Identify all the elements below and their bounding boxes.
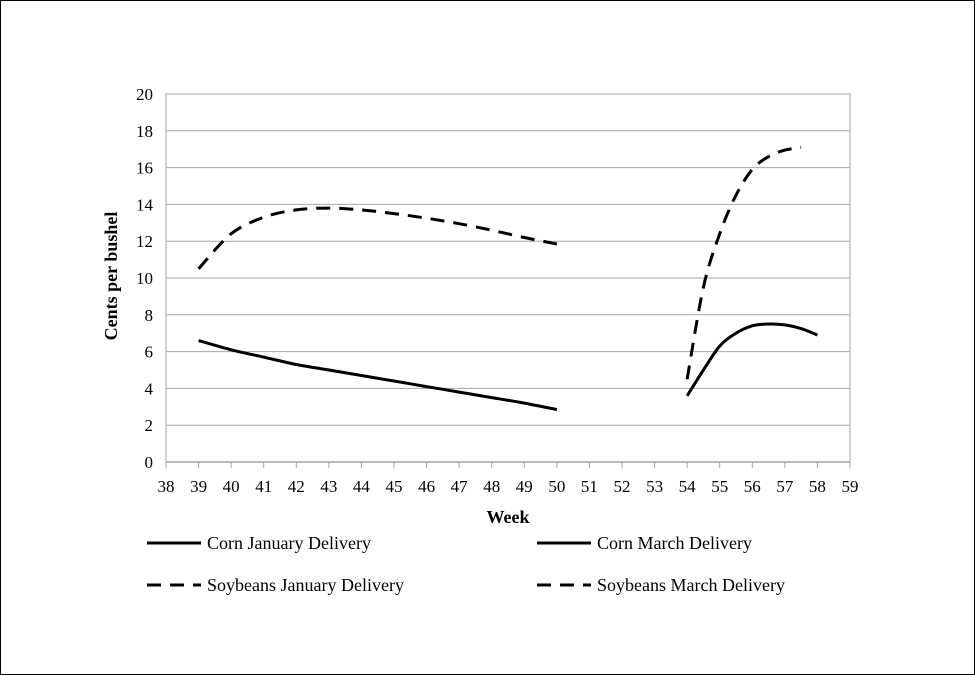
x-tick-label: 47: [451, 477, 469, 496]
x-tick-label: 42: [288, 477, 305, 496]
x-tick-label: 38: [158, 477, 175, 496]
x-tick-label: 41: [255, 477, 272, 496]
x-tick-label: 48: [483, 477, 500, 496]
legend-label: Corn March Delivery: [597, 533, 752, 553]
y-tick-label: 16: [136, 159, 153, 178]
legend-label: Soybeans January Delivery: [207, 575, 404, 595]
x-tick-label: 54: [679, 477, 697, 496]
legend-item: Corn January Delivery: [147, 533, 371, 553]
x-tick-label: 59: [842, 477, 859, 496]
legend-item: Corn March Delivery: [537, 533, 752, 553]
legend-item: Soybeans March Delivery: [537, 575, 785, 595]
x-tick-label: 55: [711, 477, 728, 496]
y-tick-label: 8: [145, 306, 154, 325]
x-tick-label: 50: [548, 477, 565, 496]
x-tick-label: 43: [320, 477, 337, 496]
y-tick-label: 6: [145, 343, 154, 362]
y-tick-label: 20: [136, 85, 153, 104]
x-tick-label: 49: [516, 477, 533, 496]
y-axis-title: Cents per bushel: [101, 212, 121, 341]
y-tick-label: 0: [145, 453, 154, 472]
axes: [165, 93, 851, 468]
series-line-corn-march-delivery: [685, 322, 818, 397]
x-tick-label: 45: [386, 477, 403, 496]
y-tick-label: 10: [136, 269, 153, 288]
x-tick-label: 40: [223, 477, 240, 496]
grid-lines: [166, 93, 850, 426]
series-line-soybeans-march-delivery: [685, 145, 802, 380]
x-tick-label: 58: [809, 477, 826, 496]
x-axis-title: Week: [487, 507, 530, 527]
series-lines: [197, 145, 818, 412]
x-tick-label: 53: [646, 477, 663, 496]
x-tick-label: 39: [190, 477, 207, 496]
x-tick-label: 51: [581, 477, 598, 496]
y-tick-label: 14: [136, 195, 154, 214]
legend-label: Corn January Delivery: [207, 533, 371, 553]
series-line-corn-january-delivery: [198, 339, 558, 412]
legend: Corn January Delivery Corn March Delivery…: [147, 533, 785, 595]
x-tick-label: 56: [744, 477, 761, 496]
x-tick-label: 52: [614, 477, 631, 496]
x-tick-label: 44: [353, 477, 371, 496]
legend-item: Soybeans January Delivery: [147, 575, 404, 595]
y-tick-label: 12: [136, 232, 153, 251]
legend-label: Soybeans March Delivery: [597, 575, 785, 595]
y-tick-label: 18: [136, 122, 153, 141]
y-tick-label: 2: [145, 416, 154, 435]
x-tick-label: 57: [776, 477, 794, 496]
series-line-soybeans-january-delivery: [197, 206, 558, 270]
y-tick-label: 4: [145, 379, 154, 398]
x-tick-label: 46: [418, 477, 435, 496]
